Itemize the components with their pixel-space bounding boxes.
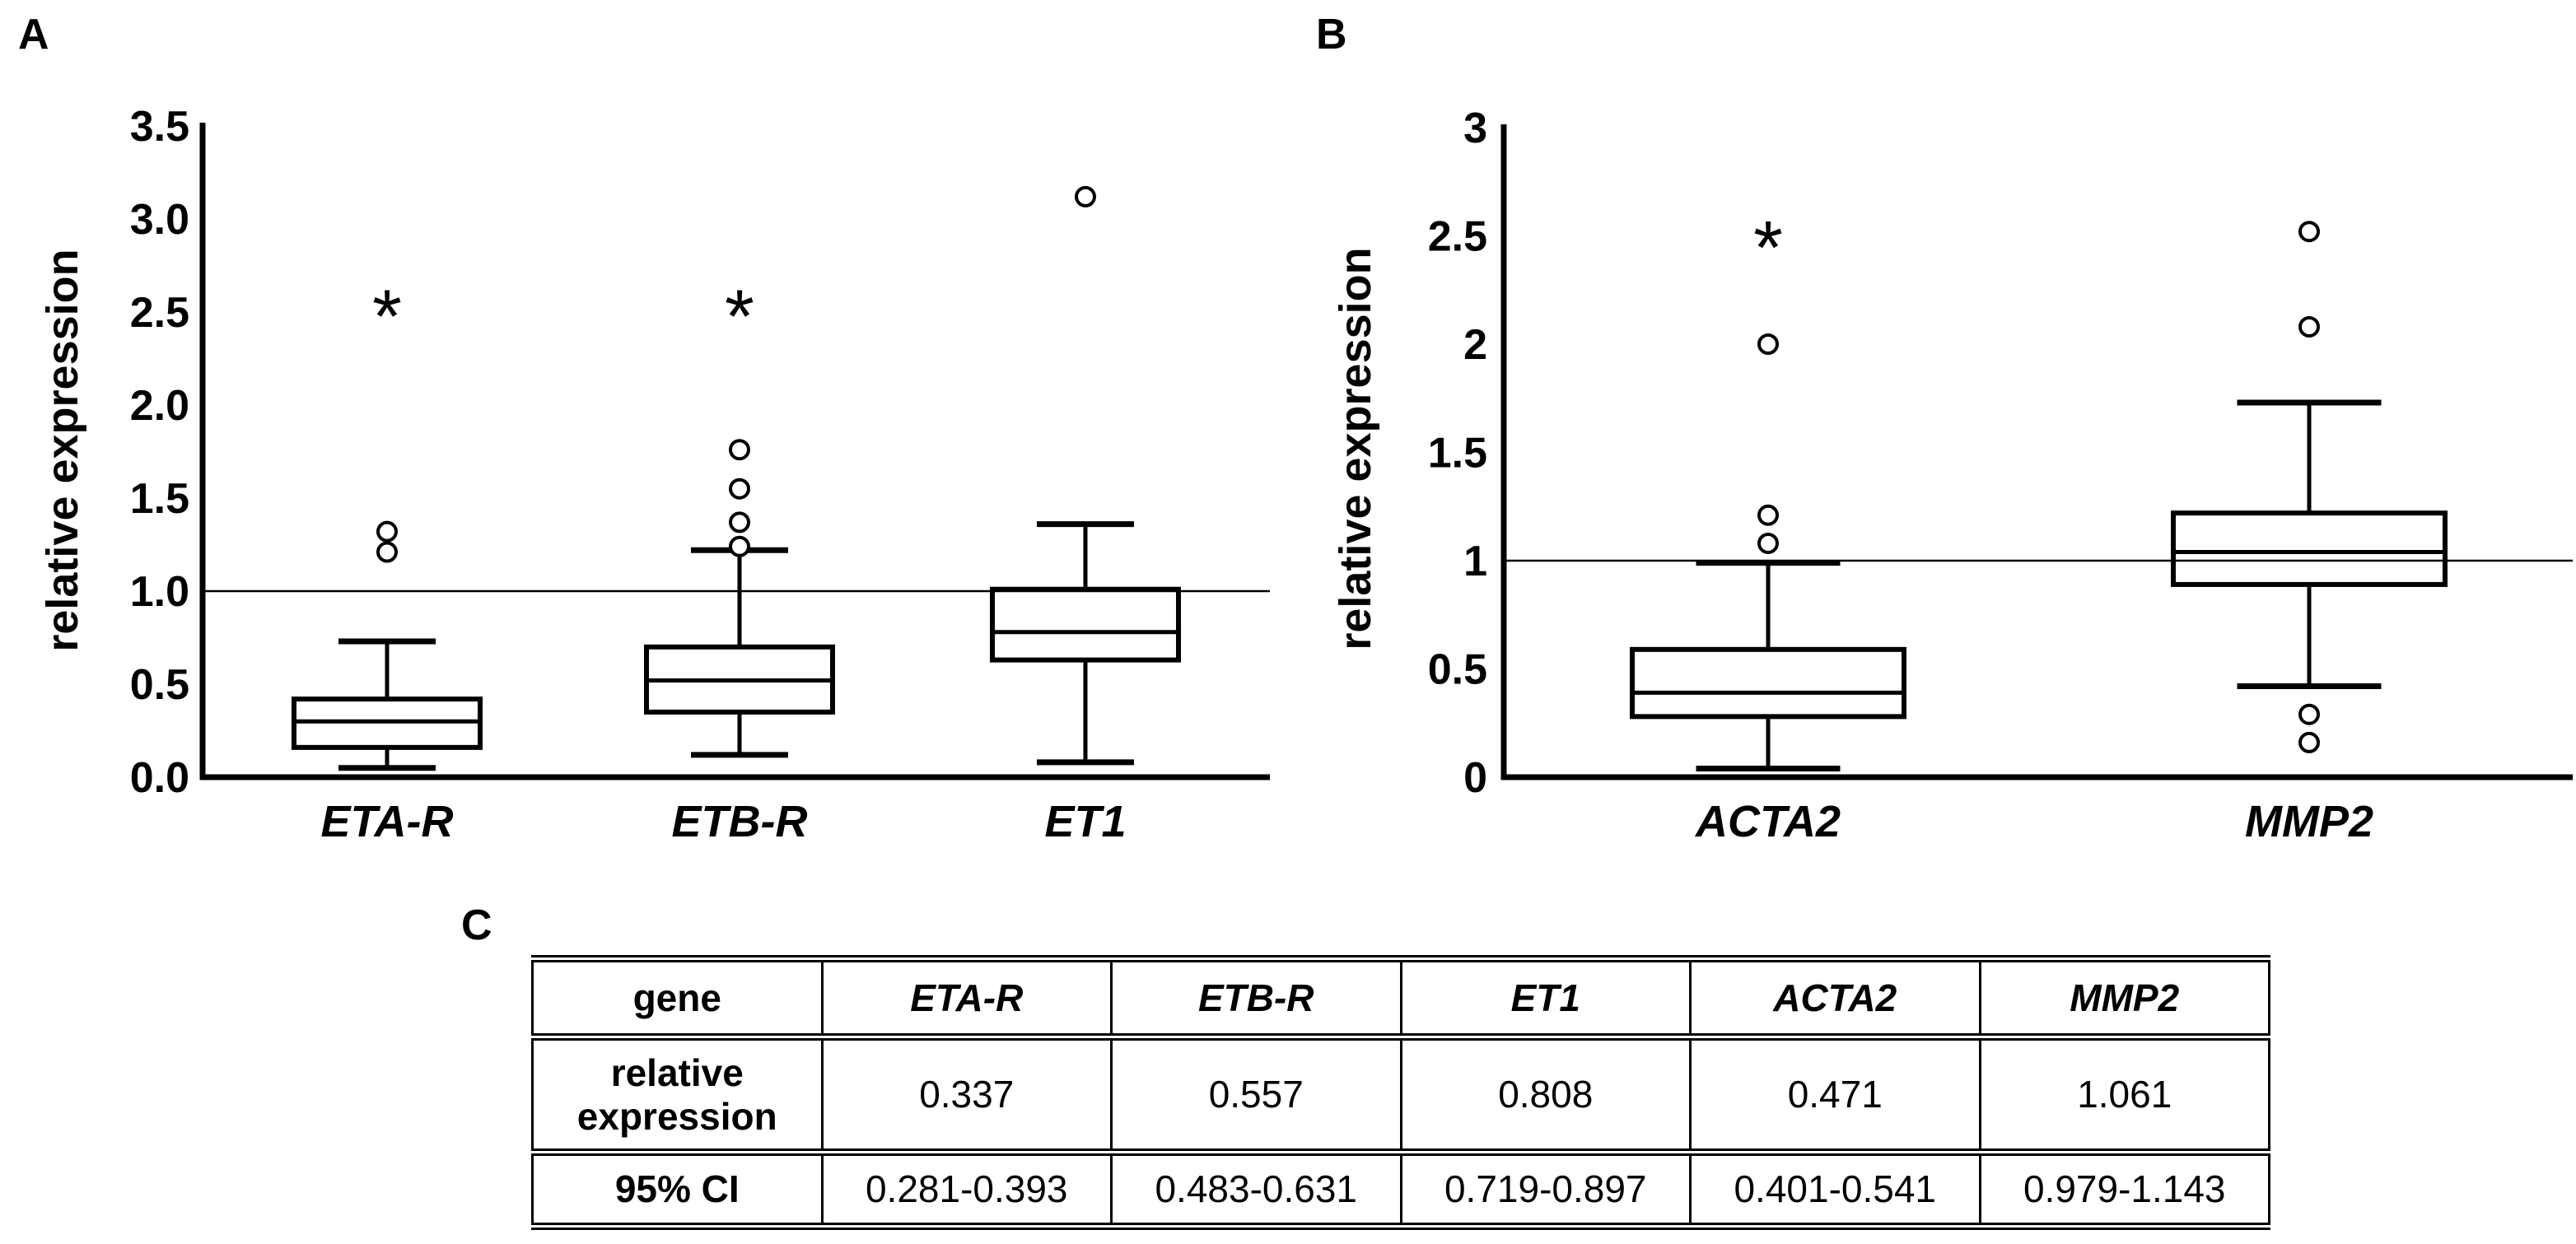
panel-a-letter: A <box>18 11 49 58</box>
table-cell: 1.061 <box>1978 1036 2270 1153</box>
table-gene-header: ETB-R <box>1110 957 1402 1038</box>
outlier-circle-icon <box>729 439 750 461</box>
iqr-box <box>990 586 1181 663</box>
y-tick-label: 0.5 <box>130 661 189 709</box>
y-tick-label: 2 <box>1463 321 1487 369</box>
extreme-outlier-asterisk-icon: * <box>725 275 754 359</box>
table-cell: 0.337 <box>820 1036 1113 1153</box>
outlier-circle-icon <box>1757 532 1779 554</box>
extreme-outlier-asterisk-icon: * <box>1753 207 1783 291</box>
table-cell: 0.401-0.541 <box>1689 1151 1981 1228</box>
category-label: ETB-R <box>672 797 808 846</box>
y-tick-label: 3.0 <box>130 196 189 244</box>
boxplot-canvas: 3.5 3.0 2.5 2.0 1.5 1.0 0.5 0.0 relative express… <box>38 103 2573 846</box>
category-label: ETA-R <box>321 797 454 846</box>
category-label: MMP2 <box>2245 797 2373 846</box>
y-tick-label: 0.0 <box>130 754 189 802</box>
y-tick-label: 3 <box>1463 105 1487 152</box>
outlier-circle-icon <box>729 478 750 500</box>
outlier-circle-icon <box>2298 315 2320 338</box>
y-tick-label: 2.0 <box>130 382 189 430</box>
outlier-circle-icon <box>2298 221 2320 243</box>
table-gene-header: ACTA2 <box>1689 957 1981 1038</box>
outlier-circle-icon <box>2298 731 2320 753</box>
box-ETA-R <box>292 638 483 771</box>
y-tick-label: 0.5 <box>1428 646 1487 694</box>
y-tick-label: 1.0 <box>130 568 189 616</box>
outlier-circle-icon <box>729 535 750 557</box>
y-axis-title: relative expression <box>1331 247 1380 650</box>
panel-c-letter: C <box>461 902 492 949</box>
box-ACTA2 <box>1630 560 1906 771</box>
y-tick-label: 2.5 <box>1428 213 1487 261</box>
box-ETB-R <box>644 547 835 758</box>
iqr-box <box>1630 646 1906 720</box>
panel-a-plot: 3.5 3.0 2.5 2.0 1.5 1.0 0.5 0.0 relative express… <box>38 103 1270 846</box>
table-cell: 0.471 <box>1689 1036 1981 1153</box>
y-tick-label: 1 <box>1463 538 1487 585</box>
category-label: ET1 <box>1044 797 1126 846</box>
table-row: 95% CI 0.281-0.393 0.483-0.631 0.719-0.897 0… <box>531 1151 2270 1228</box>
y-tick-label: 3.5 <box>130 103 189 151</box>
table-cell: 0.281-0.393 <box>820 1151 1113 1228</box>
table-cell: 0.557 <box>1110 1036 1402 1153</box>
category-label: ACTA2 <box>1694 797 1841 846</box>
outlier-circle-icon <box>376 520 398 543</box>
table-row-label: relative expression <box>531 1036 824 1153</box>
table-cell: 0.808 <box>1399 1036 1692 1153</box>
y-tick-label: 1.5 <box>130 475 189 523</box>
table-cell: 0.979-1.143 <box>1978 1151 2270 1228</box>
table-row-label: 95% CI <box>531 1151 824 1228</box>
outlier-circle-icon <box>729 511 750 533</box>
table-header-row: gene ETA-R ETB-R ET1 ACTA2 MMP2 <box>531 957 2270 1038</box>
table-corner-header: gene <box>531 957 824 1038</box>
outlier-circle-icon <box>1075 185 1096 207</box>
y-tick-label: 1.5 <box>1428 430 1487 478</box>
gene-summary-table: gene ETA-R ETB-R ET1 ACTA2 MMP2 relative expr… <box>531 955 2270 1230</box>
box-ET1 <box>990 521 1181 766</box>
extreme-outlier-asterisk-icon: * <box>372 275 402 359</box>
table-gene-header: ETA-R <box>820 957 1113 1038</box>
table-gene-header: ET1 <box>1399 957 1692 1038</box>
y-axis-title: relative expression <box>38 249 87 651</box>
panel-b-letter: B <box>1316 11 1347 58</box>
table-cell: 0.719-0.897 <box>1399 1151 1692 1228</box>
table-row: relative expression 0.337 0.557 0.808 0.471 1… <box>531 1036 2270 1153</box>
outlier-circle-icon <box>376 541 398 563</box>
box-MMP2 <box>2171 399 2448 690</box>
outlier-circle-icon <box>1757 504 1779 526</box>
y-tick-label: 2.5 <box>130 289 189 337</box>
iqr-box <box>2171 510 2448 587</box>
table-cell: 0.483-0.631 <box>1110 1151 1402 1228</box>
outlier-circle-icon <box>1757 333 1779 355</box>
outlier-circle-icon <box>2298 703 2320 725</box>
y-tick-label: 0 <box>1463 754 1487 802</box>
panel-b-plot: 3 2.5 2 1.5 1 0.5 0 relative expression * ACTA2 MM… <box>1331 105 2573 846</box>
table-gene-header: MMP2 <box>1978 957 2270 1038</box>
